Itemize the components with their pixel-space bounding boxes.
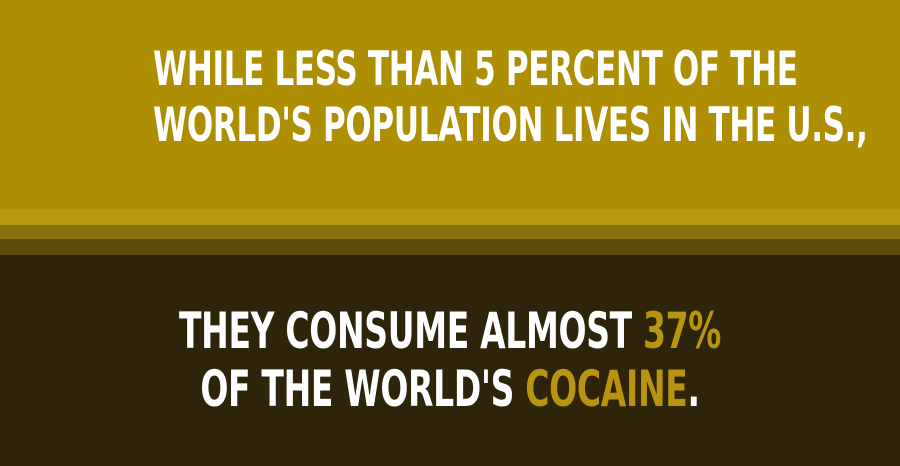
highlight-percentage: 37% [642, 302, 722, 360]
bottom-statement-line-2: OF THE WORLD'S COCAINE. [153, 360, 747, 418]
divider-stripe-light [0, 209, 900, 225]
bottom-line-1-text: THEY CONSUME ALMOST [178, 302, 643, 360]
bottom-line-2-period: . [687, 360, 700, 418]
bottom-statement: THEY CONSUME ALMOST 37% OF THE WORLD'S C… [153, 302, 747, 418]
bottom-panel [0, 255, 900, 466]
top-statement: WHILE LESS THAN 5 PERCENT OF THE WORLD'S… [153, 42, 868, 154]
bottom-statement-line-1: THEY CONSUME ALMOST 37% [153, 302, 747, 360]
divider-stripe-dark [0, 239, 900, 255]
highlight-cocaine: COCAINE [525, 360, 688, 418]
top-statement-line-1: WHILE LESS THAN 5 PERCENT OF THE [153, 42, 798, 97]
divider-stripe-mid [0, 225, 900, 239]
top-panel [0, 0, 900, 209]
bottom-line-2-text: OF THE WORLD'S [200, 360, 526, 418]
top-statement-line-2: WORLD'S POPULATION LIVES IN THE U.S., [153, 98, 868, 153]
